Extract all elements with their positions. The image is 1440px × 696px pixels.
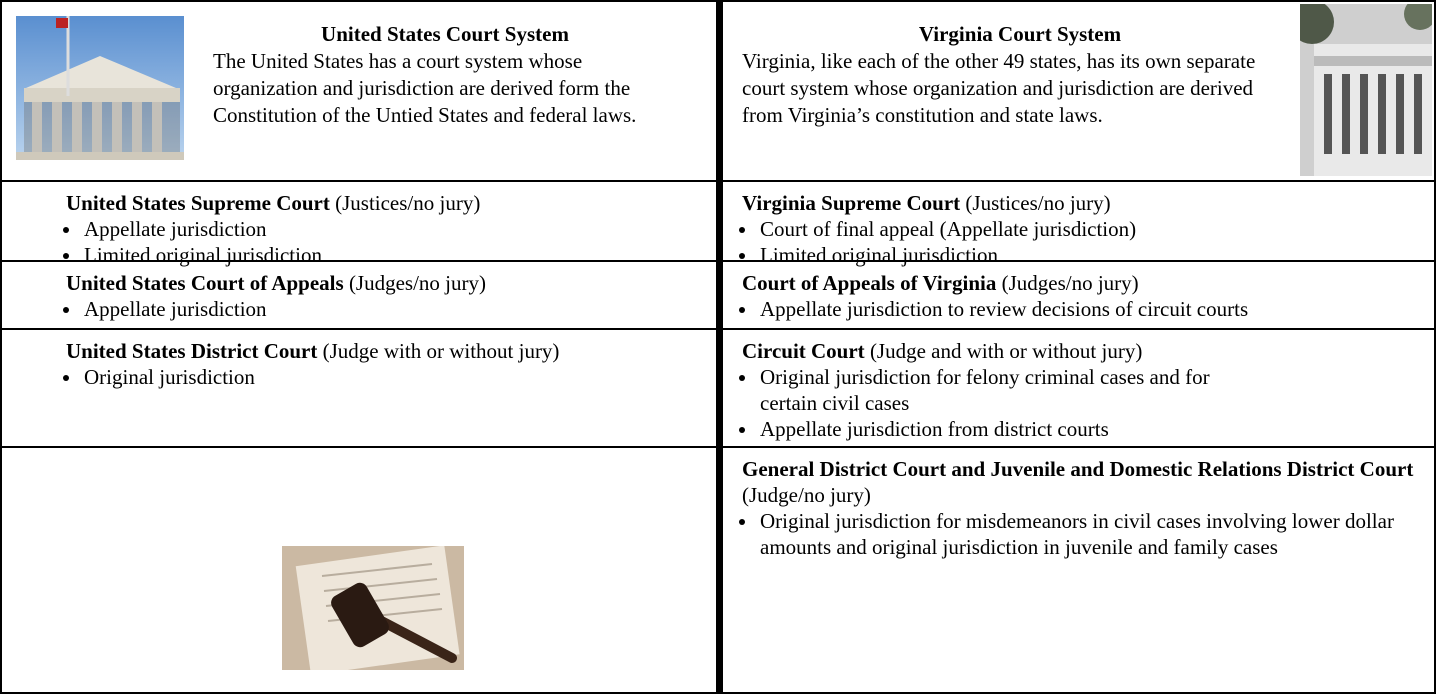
court-detail: (Judge with or without jury) [322, 339, 560, 363]
court-detail: (Justices/no jury) [335, 191, 481, 215]
border [1434, 0, 1436, 694]
virginia-description: Virginia, like each of the other 49 stat… [742, 49, 1256, 127]
row-line [0, 446, 1436, 448]
virginia-court: Circuit Court (Judge and with or without… [742, 338, 1432, 442]
row-line [0, 180, 1436, 182]
bullet-list: Appellate jurisdictionLimited original j… [66, 216, 706, 268]
court-name: Circuit Court [742, 339, 865, 363]
court-name: General District Court and Juvenile and … [742, 457, 1414, 481]
court-detail: (Judges/no jury) [1001, 271, 1139, 295]
court-heading: United States Court of Appeals (Judges/n… [66, 270, 706, 296]
bullet: Original jurisdiction for felony crimina… [758, 364, 1210, 416]
row-line [0, 260, 1436, 262]
bullet-list: Appellate jurisdiction [66, 296, 706, 322]
court-heading: Virginia Supreme Court (Justices/no jury… [742, 190, 1432, 216]
court-name: United States Court of Appeals [66, 271, 344, 295]
court-detail: (Justices/no jury) [965, 191, 1111, 215]
court-heading: Court of Appeals of Virginia (Judges/no … [742, 270, 1432, 296]
us-court: United States District Court (Judge with… [66, 338, 711, 390]
bullet: Original jurisdiction [82, 364, 711, 390]
bullet: Appellate jurisdiction [82, 216, 706, 242]
virginia-header: Virginia Court System Virginia, like eac… [742, 20, 1298, 129]
divider [716, 0, 723, 694]
virginia-title: Virginia Court System [918, 22, 1122, 46]
bullet-list: Appellate jurisdiction to review decisio… [742, 296, 1432, 322]
bullet-list: Original jurisdiction for misdemeanors i… [742, 508, 1432, 560]
bullet: Limited original jurisdiction [758, 242, 1432, 268]
court-name: United States District Court [66, 339, 318, 363]
bullet: Original jurisdiction for misdemeanors i… [758, 508, 1420, 560]
court-heading: Circuit Court (Judge and with or without… [742, 338, 1432, 364]
bullet-list: Original jurisdiction [66, 364, 711, 390]
bullet: Appellate jurisdiction [82, 296, 706, 322]
court-name: Virginia Supreme Court [742, 191, 961, 215]
court-detail: (Judge/no jury) [742, 483, 871, 507]
us-court: United States Supreme Court (Justices/no… [66, 190, 706, 268]
row-line [0, 328, 1436, 330]
bullet: Limited original jurisdiction [82, 242, 706, 268]
bullet: Court of final appeal (Appellate jurisdi… [758, 216, 1432, 242]
virginia-building-photo [1300, 4, 1432, 176]
bullet: Appellate jurisdiction to review decisio… [758, 296, 1432, 322]
court-name: Court of Appeals of Virginia [742, 271, 997, 295]
virginia-court: General District Court and Juvenile and … [742, 456, 1432, 560]
us-header: United States Court System The United St… [205, 20, 685, 129]
court-heading: United States District Court (Judge with… [66, 338, 711, 364]
us-court: United States Court of Appeals (Judges/n… [66, 270, 706, 322]
bullet: Appellate jurisdiction from district cou… [758, 416, 1432, 442]
court-detail: (Judge and with or without jury) [869, 339, 1143, 363]
court-name: United States Supreme Court [66, 191, 330, 215]
border [0, 0, 2, 694]
virginia-court: Virginia Supreme Court (Justices/no jury… [742, 190, 1432, 268]
gavel-photo [282, 546, 464, 670]
bullet-list: Original jurisdiction for felony crimina… [742, 364, 1432, 442]
us-description: The United States has a court system who… [213, 49, 637, 127]
us-title: United States Court System [321, 22, 569, 46]
court-heading: United States Supreme Court (Justices/no… [66, 190, 706, 216]
court-detail: (Judges/no jury) [348, 271, 487, 295]
virginia-court: Court of Appeals of Virginia (Judges/no … [742, 270, 1432, 322]
bullet-list: Court of final appeal (Appellate jurisdi… [742, 216, 1432, 268]
supreme-court-photo [16, 16, 184, 160]
court-heading: General District Court and Juvenile and … [742, 456, 1432, 508]
